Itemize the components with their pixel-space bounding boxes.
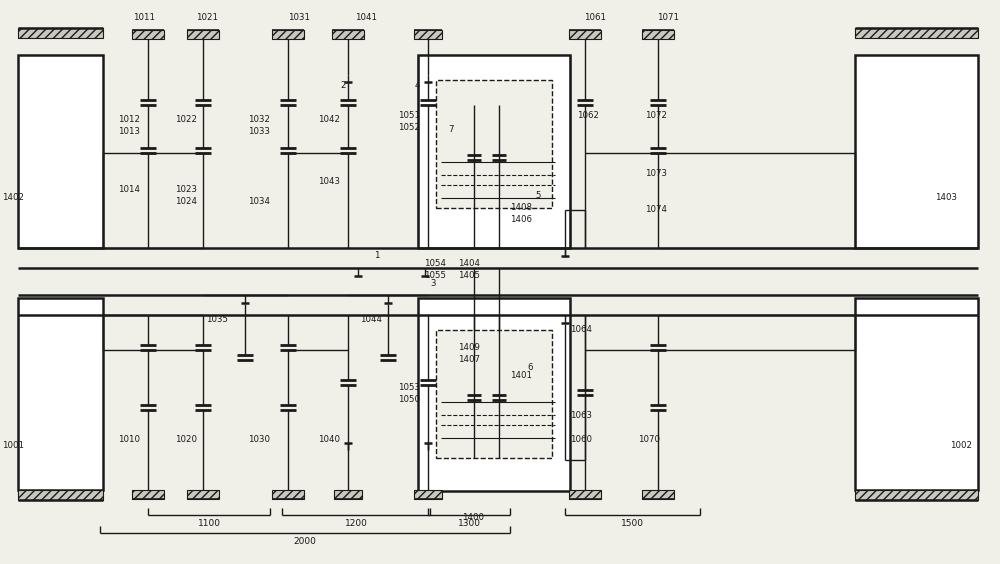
Text: 1073: 1073: [645, 170, 667, 178]
Text: 1044: 1044: [360, 315, 382, 324]
Text: 1074: 1074: [645, 205, 667, 214]
Bar: [18, 55, 103, 248]
Bar: [334, 490, 362, 499]
Bar: [418, 298, 570, 491]
Text: 5: 5: [535, 192, 540, 200]
Bar: [569, 30, 601, 39]
Text: 1300: 1300: [458, 519, 480, 528]
Text: 1100: 1100: [198, 519, 220, 528]
Text: 1406: 1406: [510, 215, 532, 224]
Text: 1042: 1042: [318, 116, 340, 125]
Text: 1001: 1001: [2, 440, 24, 450]
Text: 1052: 1052: [398, 124, 420, 133]
Text: 1022: 1022: [175, 116, 197, 125]
Text: 1023: 1023: [175, 186, 197, 195]
Text: 1071: 1071: [657, 14, 679, 23]
Text: 1200: 1200: [345, 519, 367, 528]
Text: 1035: 1035: [206, 315, 228, 324]
Text: 1014: 1014: [118, 186, 140, 195]
Text: 1060: 1060: [570, 435, 592, 444]
Text: 1011: 1011: [133, 14, 155, 23]
Bar: [855, 490, 978, 500]
Text: 1403: 1403: [935, 193, 957, 202]
Text: 1020: 1020: [175, 435, 197, 444]
Bar: [414, 30, 442, 39]
Text: 1043: 1043: [318, 178, 340, 187]
Text: 1409: 1409: [458, 343, 480, 352]
Bar: [418, 55, 570, 248]
Text: 1: 1: [374, 252, 380, 261]
Text: 1054: 1054: [424, 259, 446, 268]
Text: 1063: 1063: [570, 411, 592, 420]
Text: 1072: 1072: [645, 112, 667, 121]
Bar: [332, 30, 364, 39]
Bar: [272, 490, 304, 499]
Bar: [18, 298, 103, 490]
Text: 2: 2: [340, 82, 346, 90]
Text: 1032: 1032: [248, 116, 270, 125]
Text: 1012: 1012: [118, 116, 140, 125]
Text: 3: 3: [430, 280, 436, 289]
Bar: [436, 330, 552, 458]
Bar: [855, 55, 978, 248]
Bar: [18, 28, 103, 38]
Bar: [18, 490, 103, 500]
Text: 1408: 1408: [510, 204, 532, 213]
Text: 1053: 1053: [398, 384, 420, 393]
Text: 1404: 1404: [458, 259, 480, 268]
Text: 1070: 1070: [638, 435, 660, 444]
Text: 1401: 1401: [510, 371, 532, 380]
Bar: [132, 490, 164, 499]
Bar: [187, 30, 219, 39]
Text: 1021: 1021: [196, 14, 218, 23]
Bar: [272, 30, 304, 39]
Text: 1041: 1041: [355, 14, 377, 23]
Bar: [132, 30, 164, 39]
Text: 1002: 1002: [950, 440, 972, 450]
Text: 1062: 1062: [577, 112, 599, 121]
Bar: [855, 28, 978, 38]
Text: 4: 4: [415, 82, 420, 90]
Text: 1030: 1030: [248, 435, 270, 444]
Text: 1064: 1064: [570, 325, 592, 334]
Text: 1402: 1402: [2, 193, 24, 202]
Text: 2000: 2000: [294, 537, 316, 546]
Text: 1405: 1405: [458, 271, 480, 280]
Text: 6: 6: [527, 364, 532, 372]
Text: 1051: 1051: [398, 112, 420, 121]
Bar: [855, 298, 978, 490]
Text: 1034: 1034: [248, 197, 270, 206]
Text: 1031: 1031: [288, 14, 310, 23]
Text: 1040: 1040: [318, 435, 340, 444]
Bar: [187, 490, 219, 499]
Text: 1013: 1013: [118, 127, 140, 136]
Bar: [436, 80, 552, 208]
Text: 7: 7: [448, 126, 454, 134]
Text: 1400: 1400: [462, 513, 484, 522]
Text: 1500: 1500: [621, 519, 644, 528]
Bar: [414, 490, 442, 499]
Text: 1407: 1407: [458, 355, 480, 364]
Text: 1050: 1050: [398, 395, 420, 404]
Text: 1024: 1024: [175, 197, 197, 206]
Text: 1033: 1033: [248, 127, 270, 136]
Bar: [569, 490, 601, 499]
Text: 1061: 1061: [584, 14, 606, 23]
Bar: [642, 490, 674, 499]
Text: 1010: 1010: [118, 435, 140, 444]
Text: 1055: 1055: [424, 271, 446, 280]
Bar: [642, 30, 674, 39]
